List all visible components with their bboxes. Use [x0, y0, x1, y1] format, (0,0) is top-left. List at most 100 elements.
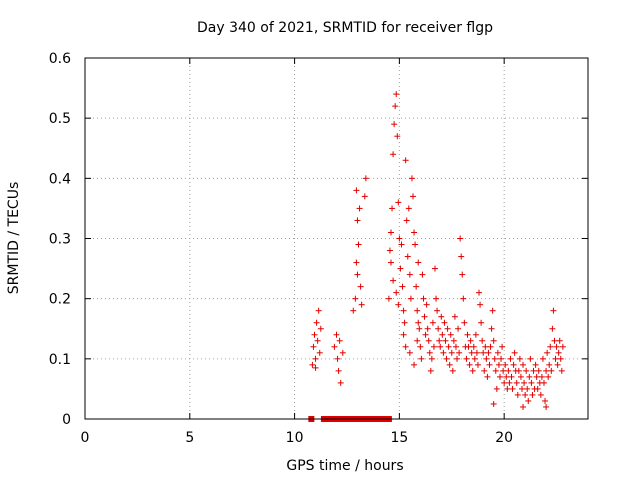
data-point: [483, 355, 490, 362]
data-point: [511, 349, 518, 356]
data-point: [490, 337, 497, 344]
data-point: [466, 361, 473, 368]
data-point: [548, 367, 555, 374]
data-point: [477, 301, 484, 308]
data-point: [508, 373, 515, 380]
data-point: [354, 271, 361, 278]
data-point: [506, 379, 513, 386]
data-point: [545, 373, 552, 380]
data-point: [427, 367, 434, 374]
data-point: [334, 355, 341, 362]
data-point: [464, 331, 471, 338]
x-axis-title: GPS time / hours: [286, 458, 403, 474]
data-point: [409, 193, 416, 200]
x-tick-label: 10: [286, 430, 304, 446]
data-point: [420, 295, 427, 302]
data-point: [514, 391, 521, 398]
data-point: [558, 367, 565, 374]
data-point: [472, 331, 479, 338]
y-axis-title: SRMTID / TECUs: [6, 182, 22, 295]
data-point: [436, 337, 443, 344]
data-point: [357, 283, 364, 290]
data-point: [434, 307, 441, 314]
data-point: [515, 367, 522, 374]
data-point: [331, 343, 338, 350]
data-point: [432, 265, 439, 272]
data-point: [527, 355, 534, 362]
data-point: [397, 265, 404, 272]
data-point: [310, 343, 317, 350]
data-point: [405, 205, 412, 212]
data-point: [454, 355, 461, 362]
data-point: [518, 385, 525, 392]
data-point: [358, 301, 365, 308]
data-point: [350, 307, 357, 314]
data-point: [543, 367, 550, 374]
data-point: [406, 271, 413, 278]
data-point: [471, 355, 478, 362]
y-tick-label: 0.4: [49, 171, 71, 187]
data-point: [525, 397, 532, 404]
data-point: [429, 319, 436, 326]
data-point: [417, 343, 424, 350]
data-point: [553, 343, 560, 350]
data-point: [421, 313, 428, 320]
data-point: [490, 400, 497, 407]
data-point: [442, 337, 449, 344]
data-point: [450, 337, 457, 344]
chart-title: Day 340 of 2021, SRMTID for receiver flg…: [197, 20, 493, 36]
data-point: [496, 373, 503, 380]
data-point: [460, 295, 467, 302]
data-point: [441, 319, 448, 326]
data-point: [484, 373, 491, 380]
data-point: [499, 343, 506, 350]
data-point: [498, 355, 505, 362]
y-tick-label: 0.2: [49, 292, 71, 308]
data-point: [402, 157, 409, 164]
data-point: [443, 355, 450, 362]
data-point: [459, 271, 466, 278]
data-point: [465, 343, 472, 350]
data-point: [413, 283, 420, 290]
data-point: [491, 355, 498, 362]
data-point: [337, 379, 344, 386]
data-point: [526, 373, 533, 380]
data-point: [456, 349, 463, 356]
data-point: [535, 367, 542, 374]
data-point: [411, 361, 418, 368]
data-point: [333, 331, 340, 338]
data-point: [522, 391, 529, 398]
data-point: [390, 277, 397, 284]
data-point: [336, 337, 343, 344]
data-point: [353, 187, 360, 194]
data-point: [414, 307, 421, 314]
data-point: [485, 349, 492, 356]
data-point: [353, 259, 360, 266]
y-tick-label: 0.5: [49, 111, 71, 127]
data-point: [449, 367, 456, 374]
data-point: [315, 307, 322, 314]
data-point: [311, 331, 318, 338]
data-point: [470, 343, 477, 350]
data-point: [502, 361, 509, 368]
data-point: [520, 361, 527, 368]
data-point: [419, 271, 426, 278]
data-point: [557, 355, 564, 362]
data-point: [488, 325, 495, 332]
data-point: [393, 91, 400, 98]
data-point: [339, 349, 346, 356]
data-point: [547, 343, 554, 350]
data-point: [494, 349, 501, 356]
data-point: [486, 361, 493, 368]
data-point: [455, 325, 462, 332]
data-point: [356, 205, 363, 212]
data-point: [387, 259, 394, 266]
data-point: [389, 205, 396, 212]
data-point: [412, 241, 419, 248]
data-point: [309, 361, 316, 368]
data-point: [451, 313, 458, 320]
x-tick-label: 5: [185, 430, 194, 446]
data-point: [406, 349, 413, 356]
data-point: [503, 373, 510, 380]
